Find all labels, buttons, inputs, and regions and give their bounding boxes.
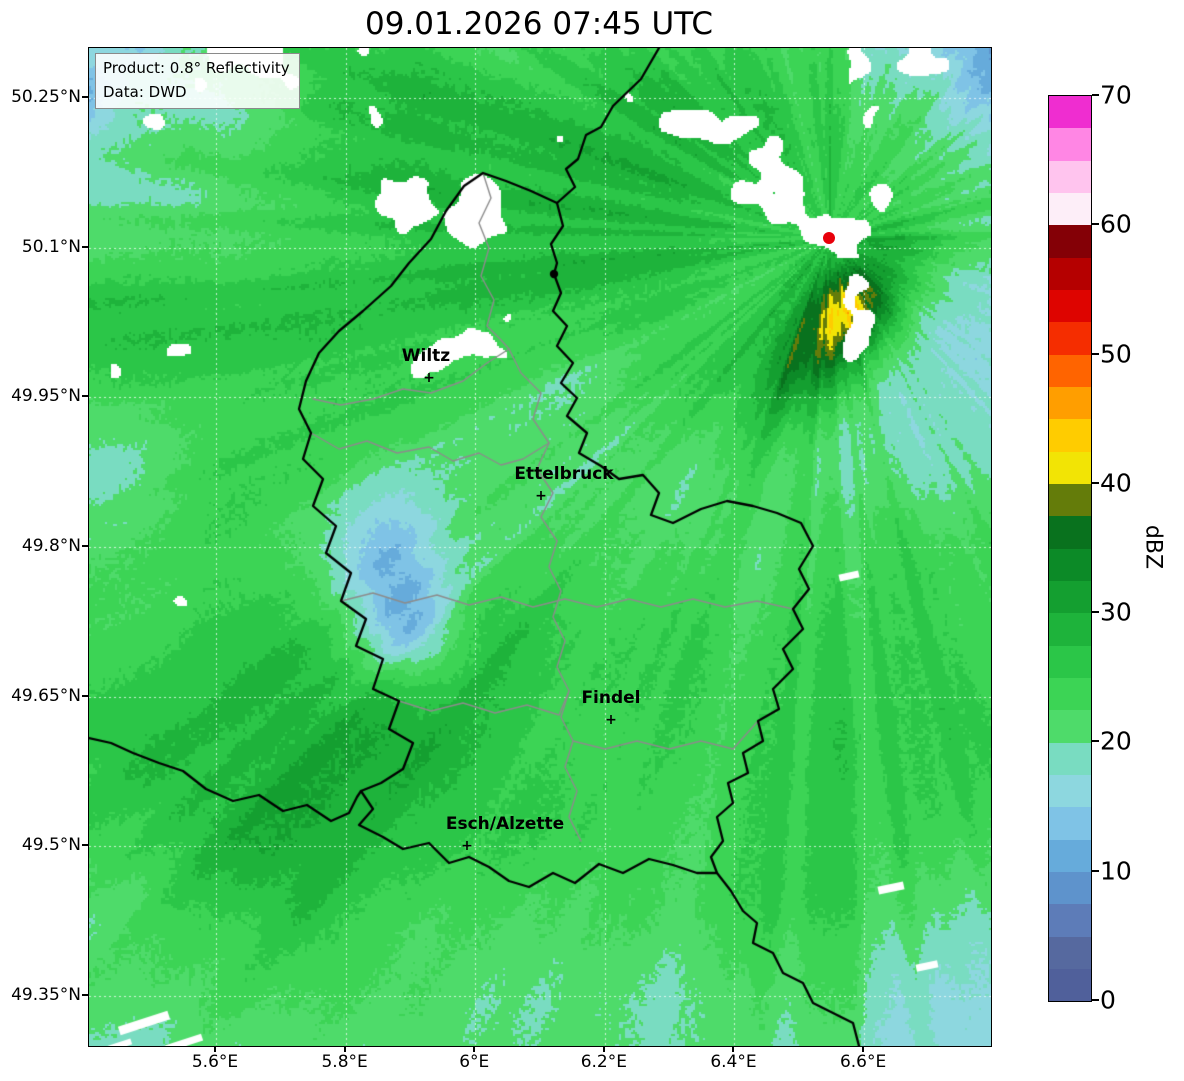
colorbar-tick-label: 60	[1100, 209, 1132, 239]
colorbar-segment	[1049, 257, 1091, 290]
colorbar-tick-label: 20	[1100, 726, 1132, 756]
radar-reflectivity-canvas	[89, 48, 991, 1046]
colorbar-segment	[1049, 160, 1091, 193]
x-axis-tick-label: 6.2°E	[580, 1052, 627, 1072]
colorbar-segment	[1049, 225, 1091, 258]
colorbar-segment	[1049, 742, 1091, 775]
colorbar-segment	[1049, 548, 1091, 581]
colorbar-segment	[1049, 386, 1091, 420]
y-axis-tick-label: 49.35°N	[11, 985, 81, 1006]
x-axis-tick-label: 6.4°E	[710, 1052, 757, 1072]
city-label: Wiltz	[401, 346, 451, 367]
x-axis-tick-mark	[862, 1046, 865, 1052]
product-info-box: Product: 0.8° Reflectivity Data: DWD	[95, 53, 300, 109]
radar-site-marker	[823, 232, 835, 245]
colorbar-segment	[1049, 419, 1091, 452]
x-axis-tick-mark	[343, 1046, 346, 1052]
colorbar-segment	[1049, 968, 1091, 1002]
x-axis-tick-mark	[732, 1046, 735, 1052]
data-source-line: Data: DWD	[103, 83, 187, 101]
colorbar-segment	[1049, 613, 1091, 646]
colorbar	[1048, 95, 1092, 1002]
y-axis-tick-label: 49.5°N	[21, 835, 81, 856]
colorbar-segment	[1049, 936, 1091, 969]
colorbar-segment	[1049, 322, 1091, 355]
colorbar-segment	[1049, 774, 1091, 808]
colorbar-tick-mark	[1092, 611, 1099, 614]
colorbar-segment	[1049, 710, 1091, 743]
product-line: Product: 0.8° Reflectivity	[103, 59, 290, 77]
colorbar-segment	[1049, 289, 1091, 323]
y-axis-tick-mark	[82, 395, 88, 398]
map-panel: Product: 0.8° Reflectivity Data: DWD Wil…	[88, 47, 992, 1047]
y-axis-tick-mark	[82, 694, 88, 697]
city-label: Esch/Alzette	[445, 814, 565, 835]
colorbar-segment	[1049, 96, 1091, 129]
colorbar-segment	[1049, 904, 1091, 937]
colorbar-unit-label: dBZ	[1140, 524, 1166, 570]
x-axis-tick-label: 5.6°E	[191, 1052, 239, 1072]
y-axis-tick-label: 49.95°N	[11, 386, 81, 407]
colorbar-segment	[1049, 128, 1091, 161]
colorbar-segment	[1049, 354, 1091, 387]
colorbar-tick-mark	[1092, 999, 1099, 1001]
colorbar-tick-label: 30	[1100, 597, 1132, 627]
y-axis-tick-mark	[82, 844, 88, 847]
y-axis-tick-label: 49.8°N	[21, 536, 81, 556]
colorbar-tick-mark	[1092, 94, 1099, 96]
colorbar-tick-mark	[1092, 223, 1099, 226]
city-marker: +	[605, 712, 617, 729]
colorbar-segment	[1049, 580, 1091, 614]
x-axis-tick-mark	[214, 1046, 216, 1052]
x-axis-tick-mark	[473, 1046, 476, 1052]
colorbar-tick-label: 70	[1100, 80, 1132, 110]
colorbar-segment	[1049, 677, 1091, 711]
y-axis-tick-mark	[82, 245, 88, 248]
colorbar-segment	[1049, 807, 1091, 840]
y-axis-tick-mark	[82, 95, 88, 98]
y-axis-tick-label: 49.65°N	[11, 685, 81, 706]
city-marker: +	[535, 488, 547, 505]
colorbar-segment	[1049, 451, 1091, 484]
colorbar-segment	[1049, 839, 1091, 872]
colorbar-tick-label: 40	[1100, 468, 1132, 498]
x-axis-tick-mark	[602, 1046, 605, 1052]
y-axis-tick-mark	[82, 994, 88, 997]
y-axis-tick-label: 50.25°N	[11, 86, 81, 107]
colorbar-segment	[1049, 871, 1091, 905]
figure-title: 09.01.2026 07:45 UTC	[365, 6, 713, 42]
colorbar-tick-mark	[1092, 740, 1099, 743]
city-marker: +	[423, 370, 435, 387]
y-axis-tick-label: 50.1°N	[21, 236, 81, 257]
colorbar-tick-mark	[1092, 352, 1099, 355]
city-label: Findel	[581, 688, 641, 709]
x-axis-tick-label: 5.8°E	[321, 1052, 368, 1072]
colorbar-tick-mark	[1092, 869, 1099, 872]
colorbar-gradient	[1049, 96, 1091, 1002]
city-label: Ettelbruck	[514, 464, 614, 485]
colorbar-segment	[1049, 645, 1091, 678]
colorbar-segment	[1049, 192, 1091, 226]
colorbar-tick-label: 10	[1100, 856, 1132, 886]
y-axis-tick-mark	[82, 545, 88, 547]
colorbar-tick-label: 50	[1100, 339, 1132, 369]
colorbar-segment	[1049, 516, 1091, 549]
city-marker: +	[461, 838, 473, 855]
x-axis-tick-label: 6.6°E	[839, 1052, 887, 1072]
colorbar-tick-mark	[1092, 481, 1099, 484]
x-axis-tick-label: 6°E	[459, 1052, 490, 1072]
colorbar-segment	[1049, 483, 1091, 517]
colorbar-tick-label: 0	[1100, 985, 1116, 1015]
